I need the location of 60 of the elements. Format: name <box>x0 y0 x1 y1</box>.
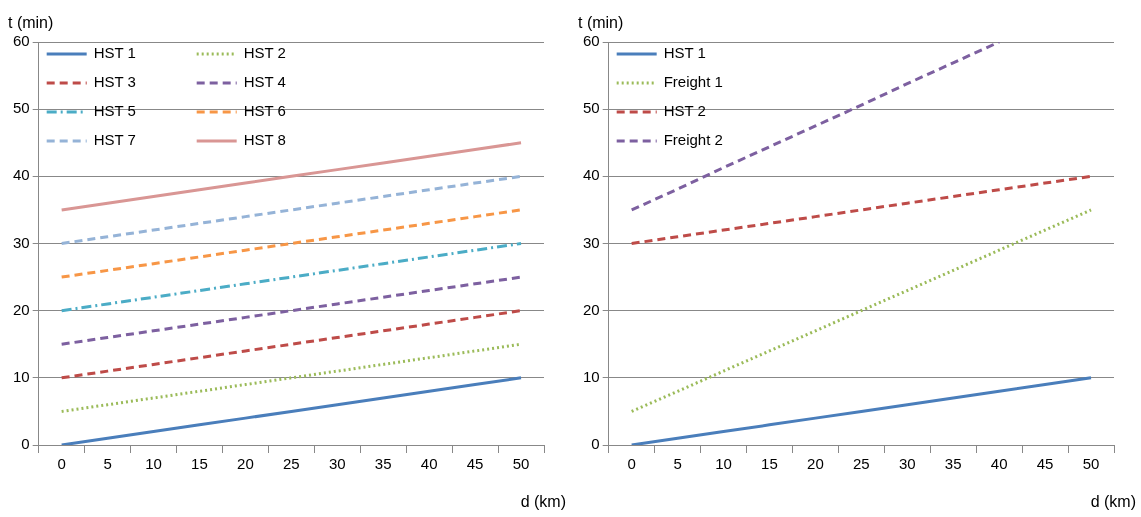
x-tick-label: 50 <box>512 455 530 473</box>
x-tick-label: 45 <box>1036 455 1054 473</box>
legend-label: Freight 1 <box>663 73 723 91</box>
y-tick-label: 10 <box>583 367 600 385</box>
x-tick-label: 35 <box>374 455 392 473</box>
legend-label: HST 8 <box>243 131 286 149</box>
x-tick-label: 30 <box>898 455 916 473</box>
line-series <box>630 208 1093 413</box>
line-series <box>630 42 1001 212</box>
y-tick-label: 30 <box>13 233 30 251</box>
x-tick-label: 15 <box>191 455 208 473</box>
x-tick-label: 40 <box>420 455 438 473</box>
line-series <box>60 309 523 380</box>
legend-label: HST 3 <box>93 73 136 91</box>
x-tick-label: 10 <box>715 455 732 473</box>
legend-label: HST 1 <box>93 44 136 62</box>
y-tick-label: 60 <box>13 32 30 50</box>
x-tick-label: 0 <box>627 455 636 473</box>
y-tick-label: 0 <box>591 435 600 453</box>
line-series <box>60 174 523 245</box>
y-axis-title: t (min) <box>8 14 54 32</box>
x-tick-label: 40 <box>990 455 1008 473</box>
x-tick-label: 50 <box>1082 455 1100 473</box>
legend-label: HST 2 <box>663 102 706 120</box>
line-series <box>60 275 523 346</box>
x-tick-label: 15 <box>761 455 778 473</box>
legend-label: HST 7 <box>93 131 136 149</box>
line-series <box>630 174 1093 245</box>
x-tick-label: 30 <box>328 455 346 473</box>
legend-label: HST 2 <box>243 44 286 62</box>
x-tick-label: 20 <box>807 455 824 473</box>
x-tick-label: 5 <box>103 455 112 473</box>
x-tick-label: 10 <box>145 455 162 473</box>
y-tick-label: 20 <box>13 300 30 318</box>
y-tick-label: 30 <box>583 233 600 251</box>
legend-label: HST 6 <box>243 102 286 120</box>
x-tick-label: 20 <box>237 455 254 473</box>
legend-label: HST 5 <box>93 102 136 120</box>
y-tick-label: 50 <box>583 99 600 117</box>
x-tick-label: 45 <box>466 455 484 473</box>
y-tick-label: 40 <box>583 166 600 184</box>
x-axis-title: d (km) <box>520 493 566 511</box>
y-tick-label: 20 <box>583 300 600 318</box>
y-tick-label: 60 <box>583 32 600 50</box>
legend-label: Freight 2 <box>663 131 723 149</box>
x-tick-label: 35 <box>944 455 962 473</box>
x-tick-label: 5 <box>673 455 682 473</box>
x-axis-title: d (km) <box>1090 493 1136 511</box>
y-tick-label: 40 <box>13 166 30 184</box>
line-series <box>60 208 523 279</box>
x-tick-label: 0 <box>57 455 66 473</box>
y-tick-label: 10 <box>13 367 30 385</box>
legend-label: HST 4 <box>243 73 286 91</box>
y-tick-label: 50 <box>13 99 30 117</box>
x-tick-label: 25 <box>283 455 300 473</box>
legend-label: HST 1 <box>663 44 706 62</box>
y-axis-title: t (min) <box>578 14 624 32</box>
line-series <box>60 242 523 313</box>
y-tick-label: 0 <box>21 435 30 453</box>
x-tick-label: 25 <box>853 455 870 473</box>
